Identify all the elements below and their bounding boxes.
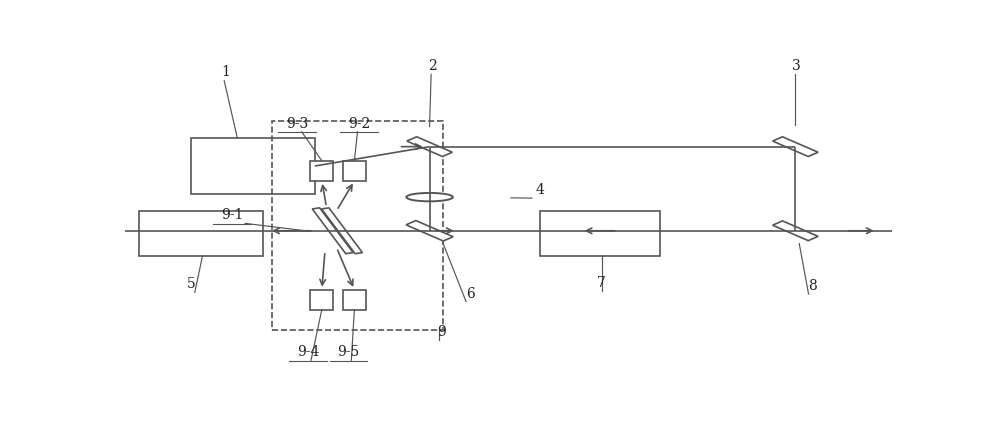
Bar — [272, 121, 443, 330]
Text: 9-1: 9-1 — [221, 208, 243, 222]
Text: 8: 8 — [808, 279, 817, 293]
Polygon shape — [406, 221, 453, 241]
Text: 1: 1 — [221, 66, 230, 80]
Bar — [139, 211, 263, 256]
Text: 9: 9 — [437, 325, 446, 339]
Bar — [310, 161, 333, 180]
Text: 9-2: 9-2 — [348, 117, 370, 131]
Text: 9-4: 9-4 — [297, 345, 319, 359]
Text: 3: 3 — [792, 59, 801, 73]
Text: 6: 6 — [466, 287, 475, 301]
Polygon shape — [773, 221, 818, 241]
Polygon shape — [322, 208, 362, 254]
Polygon shape — [312, 208, 353, 254]
Bar — [343, 161, 366, 180]
Bar — [191, 138, 315, 194]
Ellipse shape — [406, 193, 453, 201]
Bar — [310, 290, 333, 309]
Bar — [540, 211, 660, 256]
Text: 9-5: 9-5 — [337, 345, 359, 359]
Polygon shape — [773, 137, 818, 156]
Text: 9-3: 9-3 — [286, 117, 308, 131]
Bar — [343, 290, 366, 309]
Text: 4: 4 — [536, 183, 545, 197]
Text: 7: 7 — [597, 276, 606, 290]
Polygon shape — [407, 137, 452, 156]
Text: 2: 2 — [428, 59, 437, 73]
Text: 5: 5 — [186, 277, 195, 291]
